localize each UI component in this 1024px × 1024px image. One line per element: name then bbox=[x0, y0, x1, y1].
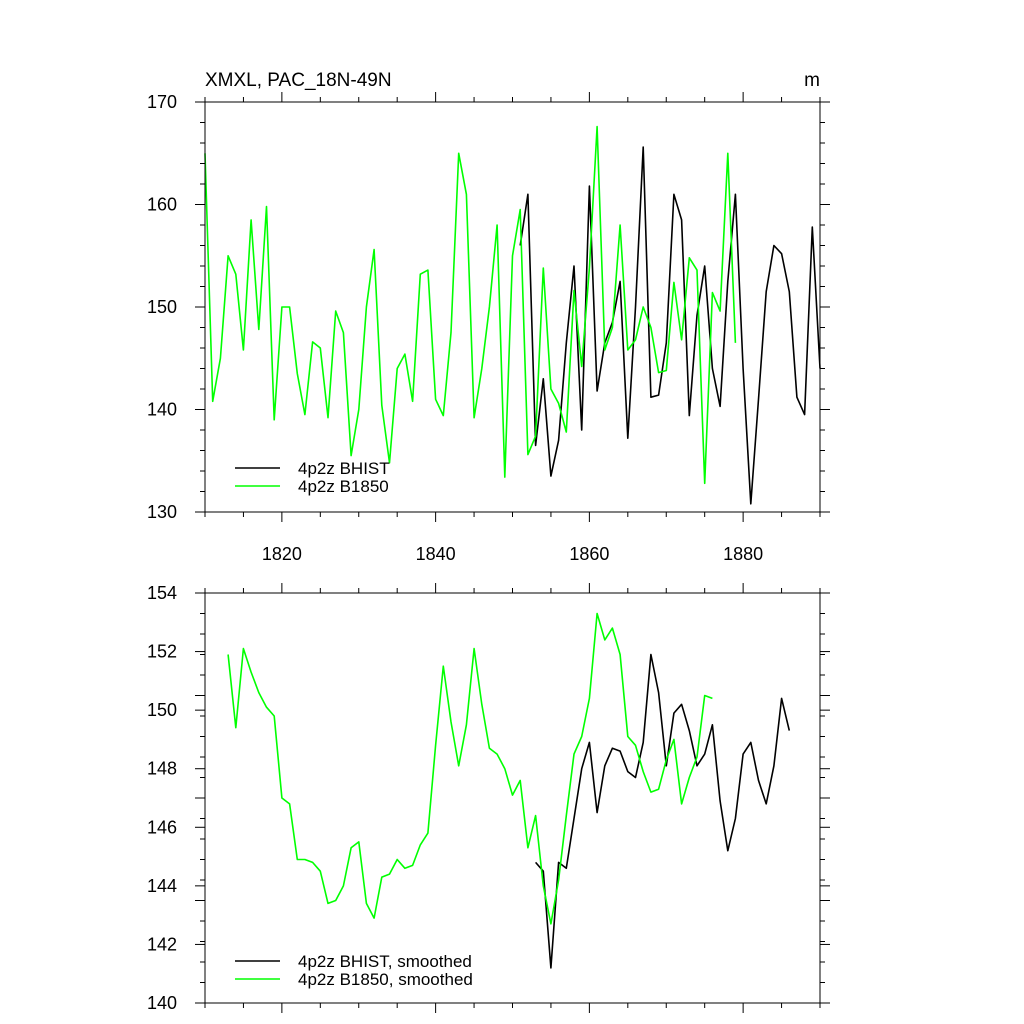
series-line-bhist bbox=[534, 653, 791, 969]
legend-label: 4p2z B1850 bbox=[298, 477, 389, 496]
x-tick-label: 1880 bbox=[723, 544, 763, 564]
top-panel: 1820 1840 1860 1880 130 140 150 160 170 XMXL, PAC… bbox=[147, 70, 830, 564]
y-tick-label: 150 bbox=[147, 297, 177, 317]
legend-label: 4p2z BHIST bbox=[298, 459, 390, 478]
y-tick-label: 152 bbox=[147, 642, 177, 662]
bottom-panel: 140 142 144 146 148 150 152 154 4p2z BHIST, smoo… bbox=[147, 583, 830, 1013]
plot-frame bbox=[204, 592, 821, 1004]
x-tick-label: 1860 bbox=[569, 544, 609, 564]
x-tick-label: 1840 bbox=[416, 544, 456, 564]
series-line-bhist bbox=[519, 146, 821, 505]
y-tick-label: 148 bbox=[147, 759, 177, 779]
y-tick-label: 140 bbox=[147, 400, 177, 420]
y-tick-label: 130 bbox=[147, 502, 177, 522]
y-tick-label: 150 bbox=[147, 700, 177, 720]
y-tick-label: 140 bbox=[147, 993, 177, 1013]
series-line-b1850 bbox=[204, 125, 737, 485]
chart-title: XMXL, PAC_18N-49N bbox=[205, 70, 392, 91]
y-tick-label: 170 bbox=[147, 92, 177, 112]
series-line-b1850 bbox=[227, 612, 713, 925]
y-tick-label: 154 bbox=[147, 583, 177, 603]
y-tick-label: 144 bbox=[147, 876, 177, 896]
units-label: m bbox=[804, 70, 820, 91]
legend-label: 4p2z B1850, smoothed bbox=[298, 970, 473, 989]
y-tick-label: 160 bbox=[147, 195, 177, 215]
y-tick-label: 142 bbox=[147, 934, 177, 954]
legend-label: 4p2z BHIST, smoothed bbox=[298, 952, 472, 971]
y-tick-label: 146 bbox=[147, 817, 177, 837]
x-tick-label: 1820 bbox=[262, 544, 302, 564]
